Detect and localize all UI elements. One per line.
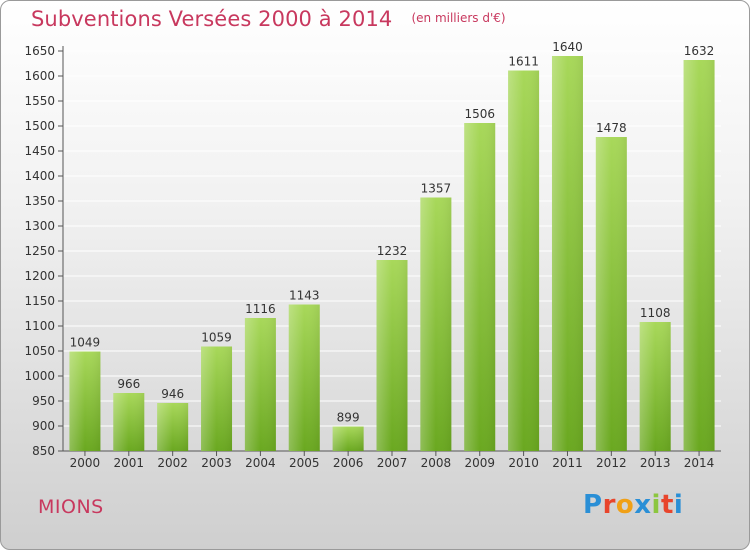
data-label-2000: 1049 <box>70 336 101 350</box>
data-label-2009: 1506 <box>464 107 495 121</box>
bar-highlight-2003 <box>201 346 233 451</box>
y-tick-label: 1000 <box>24 369 55 383</box>
title-row: Subventions Versées 2000 à 2014 (en mill… <box>31 7 506 31</box>
logo-letter: i <box>651 490 661 520</box>
x-tick-label: 2010 <box>508 456 539 470</box>
y-tick-label: 1350 <box>24 194 55 208</box>
x-tick-label: 2009 <box>464 456 495 470</box>
data-label-2003: 1059 <box>201 331 232 345</box>
bar-highlight-2014 <box>683 60 715 451</box>
data-label-2011: 1640 <box>552 40 583 54</box>
data-label-2004: 1116 <box>245 302 276 316</box>
y-tick-label: 1250 <box>24 244 55 258</box>
bar-highlight-2012 <box>595 137 627 451</box>
y-tick-label: 850 <box>32 444 55 458</box>
y-tick-label: 1450 <box>24 144 55 158</box>
data-label-2013: 1108 <box>640 306 671 320</box>
x-tick-label: 2014 <box>684 456 715 470</box>
data-label-2001: 966 <box>117 377 140 391</box>
data-label-2007: 1232 <box>377 244 408 258</box>
logo-letter: r <box>602 490 616 520</box>
logo-letter: P <box>583 490 603 520</box>
chart-subtitle: (en milliers d'€) <box>411 11 506 25</box>
bar-highlight-2004 <box>244 318 276 451</box>
x-tick-label: 2011 <box>552 456 583 470</box>
x-tick-label: 2004 <box>245 456 276 470</box>
bar-highlight-2013 <box>639 322 671 451</box>
x-tick-label: 2006 <box>333 456 364 470</box>
x-tick-label: 2005 <box>289 456 320 470</box>
bar-highlight-2000 <box>69 351 101 451</box>
y-tick-label: 1050 <box>24 344 55 358</box>
bar-highlight-2008 <box>420 197 452 451</box>
data-label-2014: 1632 <box>684 44 715 58</box>
bar-highlight-2007 <box>376 260 408 451</box>
bar-highlight-2009 <box>464 123 496 451</box>
y-tick-label: 1300 <box>24 219 55 233</box>
data-labels: 1049 966 946 1059 1116 1143 899 1232 1357 1506 161… <box>70 40 715 425</box>
y-tick-label: 1650 <box>24 44 55 58</box>
x-tick-label: 2003 <box>201 456 232 470</box>
city-name: MIONS <box>38 496 104 518</box>
x-tick-label: 2008 <box>421 456 452 470</box>
x-tick-label: 2007 <box>377 456 408 470</box>
x-tick-label: 2002 <box>157 456 188 470</box>
bar-highlight-2002 <box>157 403 189 451</box>
bar-highlight-2001 <box>113 393 145 451</box>
y-tick-label: 950 <box>32 394 55 408</box>
y-tick-label: 1600 <box>24 69 55 83</box>
logo-letter: o <box>615 490 635 520</box>
data-label-2005: 1143 <box>289 289 320 303</box>
bar-highlight-2005 <box>288 304 320 451</box>
x-tick-label: 2013 <box>640 456 671 470</box>
data-label-2010: 1611 <box>508 55 539 69</box>
bar-highlight-2006 <box>332 426 364 451</box>
logo-letter: x <box>634 490 652 520</box>
y-tick-label: 900 <box>32 419 55 433</box>
data-label-2008: 1357 <box>421 182 452 196</box>
bars <box>69 56 715 451</box>
x-tick-label: 2012 <box>596 456 627 470</box>
y-tick-label: 1550 <box>24 94 55 108</box>
y-tick-label: 1100 <box>24 319 55 333</box>
x-tick-label: 2000 <box>70 456 101 470</box>
y-tick-label: 1500 <box>24 119 55 133</box>
data-label-2006: 899 <box>337 411 360 425</box>
data-label-2012: 1478 <box>596 121 627 135</box>
y-tick-label: 1150 <box>24 294 55 308</box>
bar-highlight-2011 <box>551 56 583 451</box>
logo-letter: t <box>660 490 674 520</box>
y-tick-label: 1200 <box>24 269 55 283</box>
y-tick-label: 1400 <box>24 169 55 183</box>
proxiti-logo: Proxiti <box>583 490 683 520</box>
x-tick-label: 2001 <box>114 456 145 470</box>
chart-title: Subventions Versées 2000 à 2014 <box>31 7 393 31</box>
logo-letter: i <box>673 490 684 520</box>
data-label-2002: 946 <box>161 387 184 401</box>
bar-highlight-2010 <box>508 70 540 451</box>
